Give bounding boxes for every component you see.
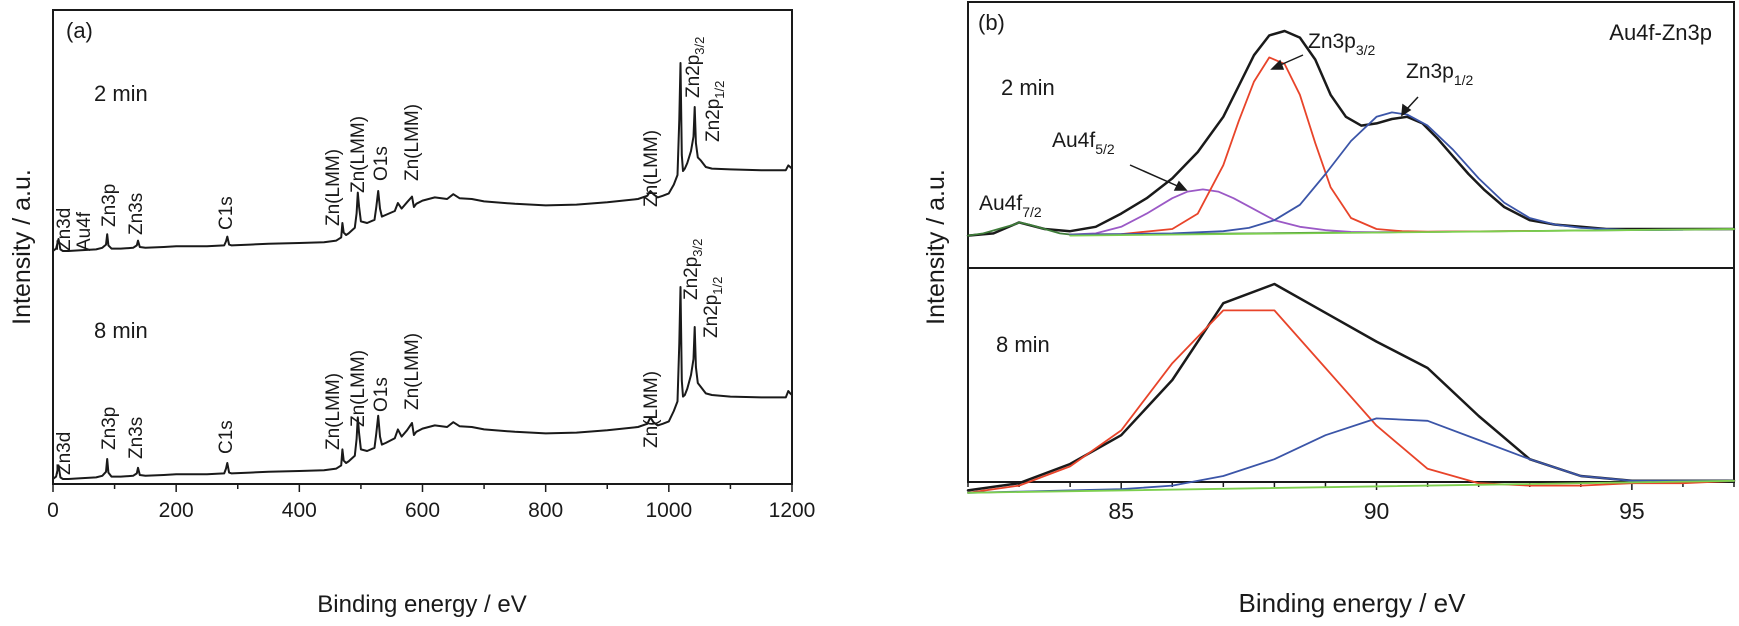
- peak-label-zn3s: Zn3s: [126, 193, 147, 235]
- peak-label-c1s: C1s: [216, 196, 237, 230]
- panel-b-frame: [967, 1, 1735, 483]
- subpanel-label-2min: 2 min: [1001, 75, 1055, 100]
- series-label-2min: 2 min: [94, 81, 148, 106]
- x-tick-label: 85: [1108, 498, 1134, 524]
- series-label-8min: 8 min: [94, 318, 148, 343]
- arrowhead-zn3p32: [1270, 59, 1285, 70]
- peak-label-c1s-8: C1s: [216, 420, 237, 454]
- spectrum-line-measured: [966, 29, 1736, 237]
- peak-label-zn2p32: Zn2p3/2: [683, 37, 707, 98]
- x-tick-label: 600: [405, 499, 440, 522]
- arrowhead-zn3p12: [1401, 103, 1412, 117]
- panel-b-y-axis-title: Intensity / a.u.: [922, 169, 950, 325]
- x-tick-label: 400: [282, 499, 317, 522]
- peak-label-zn3d-8: Zn3d: [54, 432, 75, 475]
- survey-spectrum-2min-line: [52, 62, 793, 252]
- panel-b-label: (b): [978, 10, 1005, 35]
- panel-b-x-axis: 85 90 95: [967, 482, 1735, 524]
- spectrum-line-measured: [966, 282, 1736, 492]
- peak-label-zn-lmm-1-8: Zn(LMM): [323, 373, 344, 450]
- x-tick-label: 200: [159, 499, 194, 522]
- peak-label-zn2p12-8: Zn2p1/2: [701, 277, 725, 338]
- spectrum-line-zn3p3-2: [1069, 56, 1531, 236]
- peak-label-zn-lmm-3: Zn(LMM): [402, 104, 423, 181]
- spectrum-line-baseline: [1069, 228, 1735, 237]
- peak-labels-8min: Zn3d Zn3p Zn3s C1s Zn(LMM) Zn(LMM) O1s Z…: [54, 239, 725, 475]
- subpanel-2min-traces: [966, 29, 1736, 237]
- component-label-au4f52: Au4f5/2: [1052, 129, 1115, 157]
- peak-label-zn-lmm-3-8: Zn(LMM): [402, 333, 423, 410]
- component-label-zn3p32: Zn3p3/2: [1308, 30, 1376, 58]
- peak-label-zn-lmm-4: Zn(LMM): [641, 130, 662, 207]
- x-tick-label: 1200: [769, 499, 816, 522]
- subpanel-8min-traces: [966, 282, 1736, 494]
- arrow-zn3p32: [1277, 54, 1304, 67]
- x-tick-label: 1000: [645, 499, 692, 522]
- panel-a-x-axis: 0 200 400 600 800 1000 1200: [47, 484, 815, 522]
- spectrum-line-zn3p1-2: [967, 417, 1735, 494]
- x-tick-label: 90: [1364, 498, 1390, 524]
- leader-arrows: [1129, 54, 1419, 191]
- peak-label-au4f: Au4f: [74, 211, 95, 251]
- panel-b-title: Au4f-Zn3p: [1609, 20, 1712, 45]
- arrowhead-au4f52: [1173, 180, 1188, 191]
- peak-label-o1s-8: O1s: [371, 377, 392, 412]
- x-tick-label: 800: [528, 499, 563, 522]
- spectrum-line-au4f5-2: [1069, 188, 1480, 236]
- panel-b: (b) Au4f-Zn3p 85 90 95 Binding energy / eV…: [922, 1, 1736, 618]
- peak-label-zn-lmm-1: Zn(LMM): [323, 149, 344, 226]
- panel-a: (a) 0 200 400 600 800 1000 1200 Binding energy…: [8, 9, 815, 618]
- spectrum-line-zn3p1-2: [1069, 111, 1684, 236]
- peak-label-zn3p: Zn3p: [99, 184, 120, 227]
- peak-label-zn3p-8: Zn3p: [99, 407, 120, 450]
- x-tick-label: 0: [47, 499, 59, 522]
- peak-label-zn2p12: Zn2p1/2: [703, 81, 727, 142]
- peak-label-zn2p32-8: Zn2p3/2: [681, 239, 705, 300]
- x-tick-label: 95: [1619, 498, 1645, 524]
- panel-a-y-axis-title: Intensity / a.u.: [8, 169, 36, 325]
- peak-label-zn-lmm-2-8: Zn(LMM): [348, 350, 369, 427]
- peak-labels-2min: Zn3d Au4f Zn3p Zn3s C1s Zn(LMM) Zn(LMM) …: [54, 37, 727, 251]
- panel-a-x-axis-title: Binding energy / eV: [317, 591, 526, 618]
- arrow-au4f52: [1129, 164, 1183, 189]
- peak-label-zn-lmm-2: Zn(LMM): [348, 116, 369, 193]
- spectrum-line-zn3p3-2: [967, 309, 1735, 494]
- panel-b-x-axis-title: Binding energy / eV: [1239, 588, 1467, 618]
- spectrum-line-baseline: [967, 479, 1735, 494]
- peak-label-zn-lmm-4-8: Zn(LMM): [641, 371, 662, 448]
- peak-label-o1s: O1s: [371, 146, 392, 181]
- peak-label-zn3s-8: Zn3s: [126, 417, 147, 459]
- component-label-au4f72: Au4f7/2: [979, 192, 1042, 220]
- panel-a-label: (a): [66, 18, 93, 43]
- survey-spectrum-8min-line: [52, 286, 793, 480]
- component-label-zn3p12: Zn3p1/2: [1406, 60, 1474, 88]
- subpanel-label-8min: 8 min: [996, 332, 1050, 357]
- peak-label-zn3d: Zn3d: [54, 208, 75, 251]
